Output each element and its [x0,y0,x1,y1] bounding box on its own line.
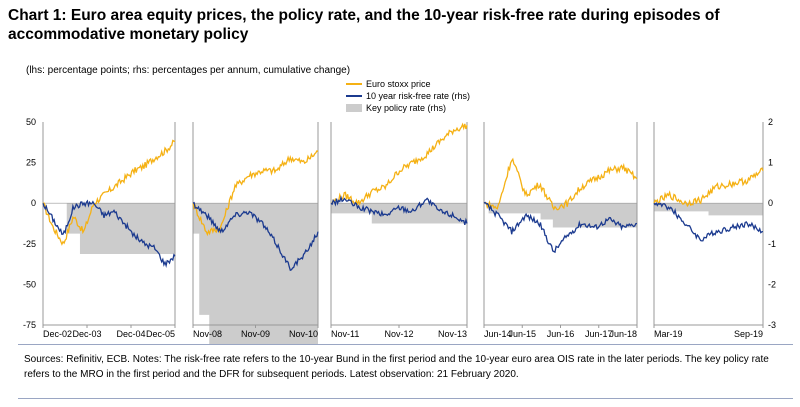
left-tick-label: -50 [23,279,36,289]
euro-stoxx-line [330,122,468,207]
x-tick-label: Sep-19 [734,329,763,339]
x-tick-label: Nov-11 [331,329,359,339]
left-tick-label: 50 [26,117,36,127]
euro-stoxx-line [192,150,319,237]
risk-free-line [483,201,638,254]
x-tick-label: Dec-03 [72,329,101,339]
x-tick-label: Nov-12 [384,329,413,339]
right-tick-label: 2 [768,117,773,127]
chart-area: Euro stoxx price 10 year risk-free rate … [23,79,776,345]
x-tick-label: Nov-08 [193,329,222,339]
panel-episode-2: Nov-08 Nov-09 Nov-10 [192,122,319,345]
euro-stoxx-line [653,167,764,208]
legend-label-risk-free: 10 year risk-free rate (rhs) [366,91,470,101]
right-axis: 2 1 0 -1 -2 -3 [768,117,776,330]
x-tick-label: Dec-02 [43,329,72,339]
x-tick-label: Mar-19 [654,329,683,339]
panel-episode-3: Nov-11 Nov-12 Nov-13 [330,122,468,339]
legend-swatch-policy [346,104,362,112]
left-tick-label: -75 [23,320,36,330]
left-tick-label: 25 [26,158,36,168]
risk-free-line [42,199,176,268]
policy-rate-area [43,203,175,254]
panels: Dec-02 Dec-03 Dec-04 Dec-05 Nov-08 Nov-09 Nov-… [42,122,764,345]
x-tick-label: Dec-05 [146,329,175,339]
legend: Euro stoxx price 10 year risk-free rate … [346,79,470,113]
x-tick-label: Nov-09 [241,329,270,339]
panel-episode-1: Dec-02 Dec-03 Dec-04 Dec-05 [42,122,176,339]
legend-label-euro-stoxx: Euro stoxx price [366,79,431,89]
chart-subtitle: (lhs: percentage points; rhs: percentage… [26,65,351,76]
x-tick-label: Dec-04 [116,329,145,339]
x-tick-label: Nov-13 [438,329,467,339]
euro-stoxx-line [43,139,176,246]
risk-free-line [653,201,764,242]
x-tick-label: Jun-14 [484,329,512,339]
x-tick-label: Jun-17 [585,329,613,339]
x-tick-label: Jun-16 [547,329,575,339]
chart-title: Chart 1: Euro area equity prices, the po… [8,7,720,43]
left-tick-label: 0 [31,198,36,208]
euro-stoxx-line [483,157,638,211]
right-tick-label: 0 [768,198,773,208]
source-note: Sources: Refinitiv, ECB. Notes: The risk… [24,354,769,380]
bottom-divider [18,398,793,399]
right-tick-label: 1 [768,158,773,168]
left-tick-label: -25 [23,239,36,249]
policy-rate-area [484,203,637,228]
right-tick-label: -2 [768,279,776,289]
footer-divider [18,344,793,345]
left-axis: 50 25 0 -25 -50 -75 [23,117,36,330]
x-tick-label: Jun-18 [609,329,637,339]
policy-rate-area [654,203,763,216]
panel-episode-5: Mar-19 Sep-19 [653,122,764,339]
policy-rate-area [193,203,318,345]
right-tick-label: -3 [768,320,776,330]
risk-free-line [330,195,468,226]
legend-label-policy: Key policy rate (rhs) [366,103,446,113]
x-tick-label: Nov-10 [289,329,318,339]
risk-free-line [192,201,319,272]
right-tick-label: -1 [768,239,776,249]
x-tick-label: Jun-15 [508,329,536,339]
